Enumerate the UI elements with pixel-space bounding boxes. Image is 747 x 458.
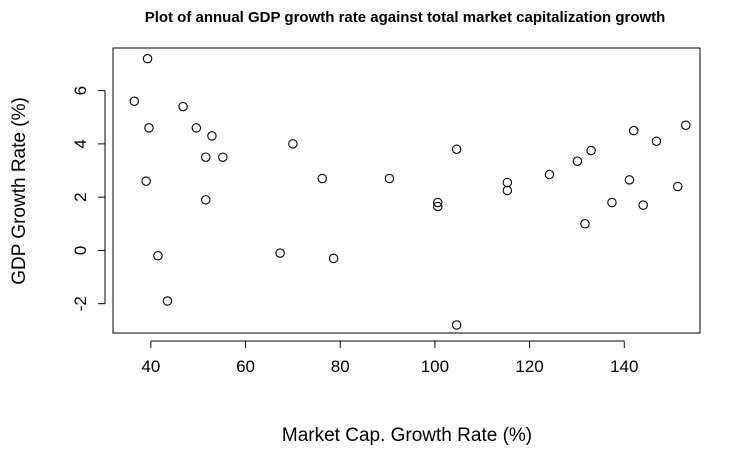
- y-tick-label: 2: [71, 192, 90, 201]
- x-tick-label: 140: [610, 357, 638, 376]
- data-point: [288, 139, 298, 149]
- chart-title: Plot of annual GDP growth rate against t…: [145, 9, 666, 26]
- data-point: [201, 152, 211, 162]
- data-point: [572, 156, 583, 166]
- data-point: [317, 173, 327, 184]
- y-tick-label: -2: [71, 296, 90, 311]
- x-axis-label: Market Cap. Growth Rate (%): [282, 425, 532, 446]
- data-point: [178, 101, 188, 112]
- y-tick-label: 4: [71, 139, 90, 148]
- data-point: [153, 251, 163, 261]
- data-point: [141, 176, 151, 186]
- data-point: [502, 177, 513, 188]
- data-point: [191, 123, 202, 133]
- data-point: [607, 197, 617, 208]
- data-points: [129, 53, 691, 330]
- data-point: [638, 200, 648, 210]
- y-axis-label: GDP Growth Rate (%): [9, 97, 30, 285]
- data-point: [681, 120, 691, 130]
- x-tick-label: 80: [331, 357, 350, 376]
- data-point: [673, 181, 683, 192]
- x-tick-label: 60: [236, 357, 255, 376]
- data-point: [432, 201, 443, 212]
- data-point: [207, 131, 217, 141]
- data-point: [144, 123, 154, 133]
- x-tick-label: 40: [141, 357, 160, 376]
- x-axis: 40 60 80 100 120 140: [141, 340, 638, 376]
- data-point: [201, 195, 211, 205]
- plot-frame: [112, 47, 701, 334]
- data-point: [218, 152, 228, 162]
- data-point: [275, 248, 285, 258]
- data-point: [162, 296, 173, 306]
- data-point: [628, 125, 639, 136]
- y-axis: -2 0 2 4 6: [71, 86, 106, 311]
- data-point: [586, 145, 596, 156]
- data-point: [384, 173, 395, 184]
- y-tick-label: 6: [71, 86, 90, 95]
- data-point: [328, 253, 339, 264]
- data-point: [451, 144, 462, 154]
- data-point: [129, 96, 140, 107]
- data-point: [580, 219, 590, 229]
- y-tick-label: 0: [71, 246, 90, 255]
- data-point: [502, 185, 513, 196]
- data-point: [624, 175, 635, 185]
- data-point: [651, 136, 662, 146]
- data-point: [142, 53, 153, 64]
- data-point: [432, 197, 443, 208]
- x-tick-label: 120: [515, 357, 543, 376]
- data-point: [544, 169, 555, 180]
- x-tick-label: 100: [421, 357, 449, 376]
- data-point: [451, 320, 462, 330]
